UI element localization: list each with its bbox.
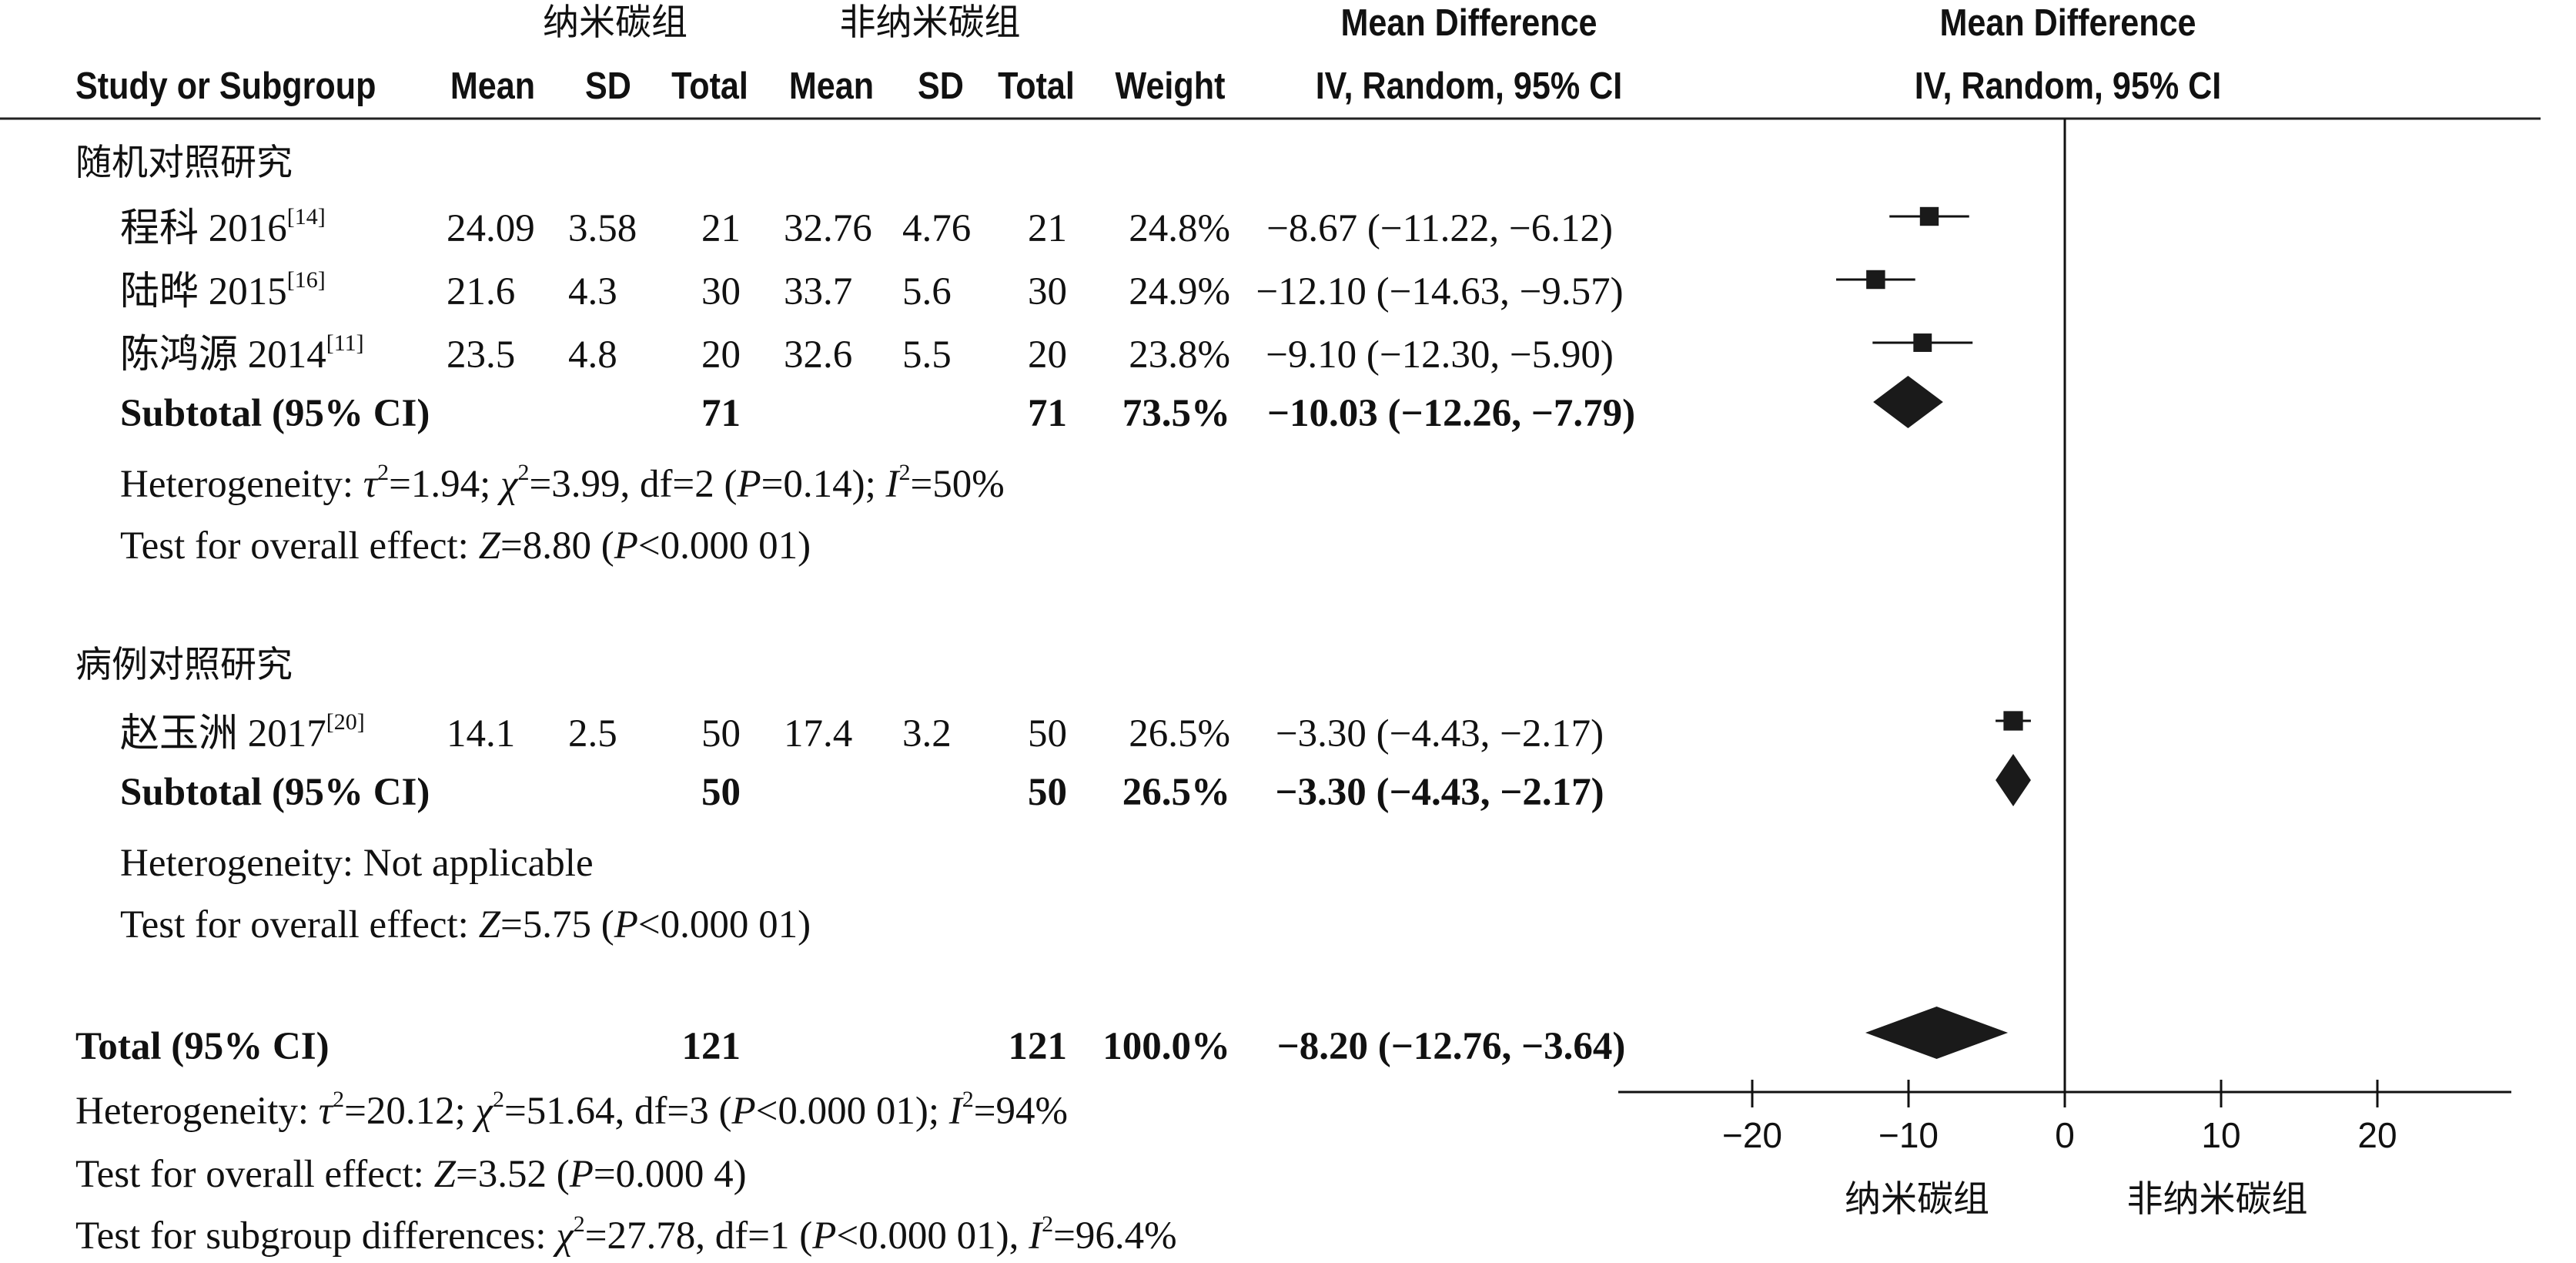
subtotal-total2: 71 — [1028, 392, 1067, 435]
subgroup-2-title: 病例对照研究 — [75, 644, 293, 686]
total-ci: −8.20 (−12.76, −3.64) — [1276, 1025, 1626, 1068]
study-reference: [20] — [326, 709, 365, 735]
sd2-cell: 5.6 — [902, 270, 952, 313]
mean1-cell: 23.5 — [447, 333, 516, 377]
heterogeneity-text: Heterogeneity: τ2=1.94; χ2=3.99, df=2 (P… — [120, 460, 1005, 506]
sd2-cell: 5.5 — [902, 333, 952, 377]
study-name: 陆晔 2015[16] — [120, 267, 326, 313]
study-name: 程科 2016[14] — [120, 204, 326, 250]
weight-cell: 24.9% — [1129, 270, 1230, 313]
pooled-estimate-diamond — [1865, 1007, 2009, 1059]
total2-cell: 21 — [1028, 207, 1067, 250]
pooled-estimate-diamond — [1996, 754, 2031, 806]
md-ci-cell: −3.30 (−4.43, −2.17) — [1275, 712, 1604, 755]
total-label: Total (95% CI) — [75, 1025, 330, 1068]
subtotal-label: Subtotal (95% CI) — [120, 392, 430, 435]
total-total1: 121 — [681, 1025, 741, 1068]
study-name: 赵玉洲 2017[20] — [120, 709, 365, 755]
subgroup-differences-text: Test for subgroup differences: χ2=27.78,… — [75, 1211, 1177, 1258]
heterogeneity-text: Heterogeneity: Not applicable — [120, 842, 594, 885]
weight-header: Weight — [1115, 65, 1226, 107]
subtotal-ci: −3.30 (−4.43, −2.17) — [1275, 771, 1604, 814]
total-weight: 100.0% — [1102, 1025, 1230, 1068]
favours-right-label: 非纳米碳组 — [2126, 1178, 2308, 1221]
sd1-cell: 2.5 — [568, 712, 617, 755]
plot-method-header: IV, Random, 95% CI — [1914, 65, 2222, 107]
overall-effect-text: Test for overall effect: Z=5.75 (P<0.000… — [120, 903, 811, 946]
subtotal-ci: −10.03 (−12.26, −7.79) — [1266, 392, 1636, 435]
sd2-header: SD — [918, 65, 964, 107]
mean1-cell: 14.1 — [447, 712, 516, 755]
study-name: 陈鸿源 2014[11] — [120, 330, 364, 377]
md-ci-cell: −9.10 (−12.30, −5.90) — [1266, 333, 1614, 377]
study-reference: [14] — [286, 204, 326, 229]
weight-cell: 23.8% — [1129, 333, 1230, 377]
md-ci-cell: −8.67 (−11.22, −6.12) — [1266, 207, 1613, 250]
sd1-header: SD — [585, 65, 631, 107]
x-tick-label: 0 — [2055, 1115, 2075, 1155]
mean1-header: Mean — [450, 65, 536, 107]
md-title-header: Mean Difference — [1340, 2, 1597, 44]
study-column-header: Study or Subgroup — [75, 65, 376, 107]
x-tick-label: −20 — [1722, 1115, 1782, 1155]
x-tick-label: 20 — [2357, 1115, 2397, 1155]
plot-title-header: Mean Difference — [1939, 2, 2196, 44]
mean2-header: Mean — [788, 65, 875, 107]
subgroup-1-title: 随机对照研究 — [75, 142, 293, 184]
sd2-cell: 3.2 — [902, 712, 952, 755]
total2-cell: 50 — [1028, 712, 1067, 755]
study-reference: [16] — [286, 267, 326, 293]
total-overall-effect-text: Test for overall effect: Z=3.52 (P=0.000… — [75, 1153, 747, 1196]
study-point-marker — [1913, 333, 1932, 352]
subtotal-weight: 26.5% — [1122, 771, 1230, 814]
pooled-estimate-diamond — [1873, 376, 1943, 428]
weight-cell: 26.5% — [1129, 712, 1230, 755]
mean1-cell: 21.6 — [447, 270, 516, 313]
x-tick-label: −10 — [1878, 1115, 1939, 1155]
md-ci-cell: −12.10 (−14.63, −9.57) — [1256, 270, 1624, 313]
sd2-cell: 4.76 — [902, 207, 972, 250]
total-heterogeneity-text: Heterogeneity: τ2=20.12; χ2=51.64, df=3 … — [75, 1087, 1068, 1133]
total2-cell: 30 — [1028, 270, 1067, 313]
sd1-cell: 4.8 — [568, 333, 617, 377]
sd1-cell: 4.3 — [568, 270, 617, 313]
total-total2: 121 — [1008, 1025, 1068, 1068]
total1-header: Total — [671, 65, 748, 107]
mean2-cell: 32.76 — [784, 207, 872, 250]
study-point-marker — [1866, 270, 1885, 290]
total1-cell: 30 — [701, 270, 741, 313]
total1-cell: 20 — [701, 333, 741, 377]
mean2-cell: 17.4 — [784, 712, 853, 755]
subtotal-total2: 50 — [1028, 771, 1067, 814]
total1-cell: 21 — [701, 207, 741, 250]
mean2-cell: 32.6 — [784, 333, 853, 377]
overall-effect-text: Test for overall effect: Z=8.80 (P<0.000… — [120, 524, 811, 568]
group1-header: 纳米碳组 — [543, 2, 687, 44]
study-point-marker — [2003, 711, 2023, 731]
x-tick-label: 10 — [2201, 1115, 2240, 1155]
weight-cell: 24.8% — [1129, 207, 1230, 250]
total2-cell: 20 — [1028, 333, 1067, 377]
sd1-cell: 3.58 — [568, 207, 637, 250]
md-method-header: IV, Random, 95% CI — [1315, 65, 1623, 107]
study-point-marker — [1919, 206, 1939, 226]
mean1-cell: 24.09 — [447, 207, 535, 250]
total1-cell: 50 — [701, 712, 741, 755]
subtotal-total1: 50 — [701, 771, 741, 814]
subtotal-label: Subtotal (95% CI) — [120, 771, 430, 814]
favours-left-label: 纳米碳组 — [1845, 1178, 1989, 1221]
mean2-cell: 33.7 — [784, 270, 853, 313]
subtotal-total1: 71 — [701, 392, 741, 435]
study-reference: [11] — [326, 330, 364, 356]
total2-header: Total — [998, 65, 1075, 107]
subtotal-weight: 73.5% — [1122, 392, 1230, 435]
group2-header: 非纳米碳组 — [839, 2, 1021, 44]
